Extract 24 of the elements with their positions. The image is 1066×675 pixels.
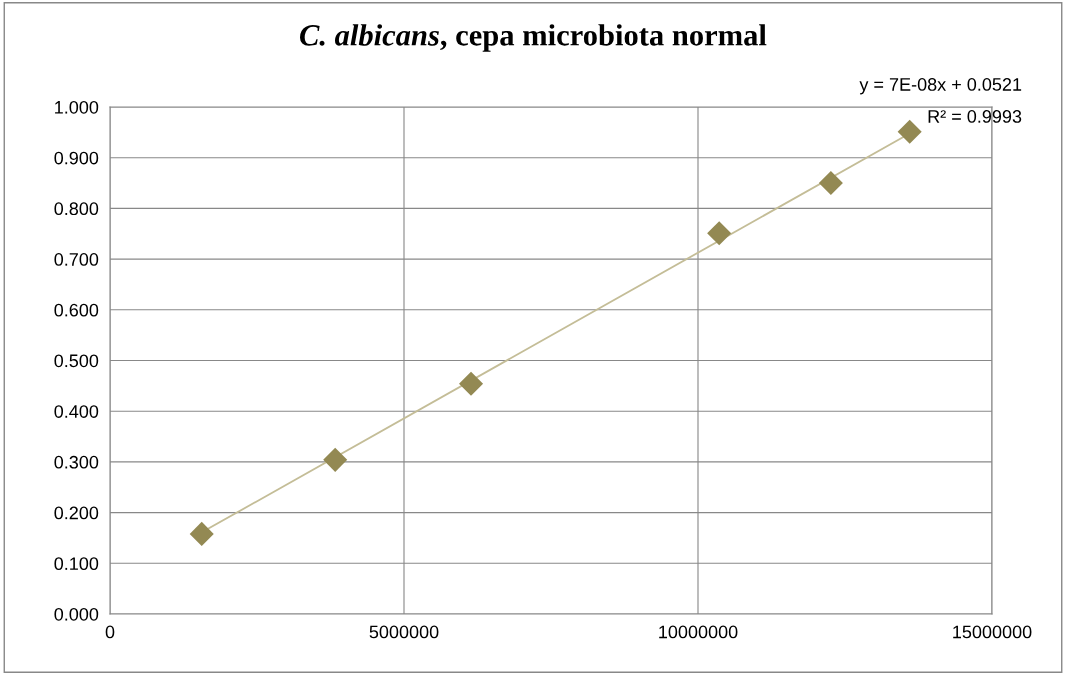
point	[707, 221, 732, 246]
text: y = 7E-08x + 0.0521	[859, 78, 1022, 95]
point	[897, 119, 922, 144]
point	[818, 171, 843, 196]
y-tick-label: 1.000	[55, 100, 99, 114]
x-tick-label: 10000000	[659, 625, 738, 639]
point	[189, 521, 214, 546]
y-tick-label: 0.500	[54, 354, 99, 368]
point	[323, 447, 348, 472]
x-tick-label: 15000000	[953, 625, 1032, 639]
x-tick-label: 0	[105, 625, 115, 639]
annotation: R² = 0.9993	[928, 110, 1022, 123]
chart-title: C. albicans, cepa microbiota normal	[300, 24, 767, 52]
y-tick-label: 0.700	[54, 253, 99, 266]
x-tick-label: 5000000	[369, 625, 439, 639]
y-tick-label: 0.000	[54, 607, 99, 621]
y-tick-label: 0.300	[54, 455, 99, 469]
y-tick-label: 0.600	[54, 303, 99, 317]
y-tick-label: 0.800	[54, 202, 99, 216]
y-tick-label: 0.400	[54, 405, 99, 418]
y-tick-label: 0.200	[54, 506, 99, 520]
y-tick-label: 0.900	[54, 151, 99, 165]
point	[459, 371, 484, 396]
y-tick-label: 0.100	[54, 557, 99, 571]
